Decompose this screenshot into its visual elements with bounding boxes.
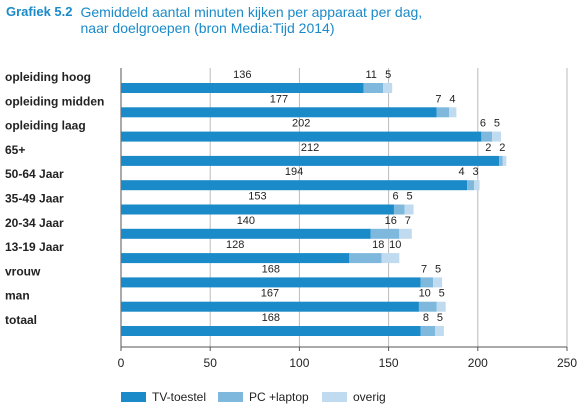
bar-man-series-0	[121, 301, 419, 312]
category-label-opleiding-hoog: opleiding hoog	[5, 70, 91, 84]
category-label-65: 65+	[5, 143, 25, 157]
bar-vrouw-series-2	[433, 277, 443, 288]
data-label-65-tv: 212	[301, 142, 319, 154]
data-label-opleiding-laag-overig: 5	[494, 118, 500, 130]
data-label-50-64-jaar-overig: 3	[473, 166, 479, 178]
data-label-20-34-jaar-tv: 140	[237, 215, 255, 227]
data-label-13-19-jaar-pc: 18	[372, 239, 384, 251]
bar-opleiding-midden-series-2	[449, 107, 457, 118]
legend-label-0: TV-toestel	[152, 390, 206, 404]
category-label-totaal: totaal	[5, 313, 37, 327]
data-label-65-pc: 2	[485, 142, 491, 154]
x-tick-label-0: 0	[118, 356, 125, 370]
data-label-opleiding-midden-overig: 4	[449, 93, 455, 105]
category-label-vrouw: vrouw	[5, 264, 41, 278]
data-label-opleiding-hoog-overig: 5	[385, 69, 391, 81]
data-label-opleiding-laag-tv: 202	[292, 118, 310, 130]
bar-13-19-jaar-series-1	[349, 253, 382, 264]
legend-swatch-0	[121, 392, 146, 402]
bar-35-49-jaar-series-1	[393, 204, 405, 215]
data-label-35-49-jaar-tv: 153	[248, 191, 266, 203]
bar-vrouw-series-0	[121, 277, 421, 288]
legend-label-2: overig	[353, 390, 386, 404]
category-label-35-49-jaar: 35-49 Jaar	[5, 192, 64, 206]
bar-opleiding-hoog-series-1	[363, 83, 384, 93]
data-label-65-overig: 2	[499, 142, 505, 154]
category-label-opleiding-midden: opleiding midden	[5, 94, 104, 108]
data-label-20-34-jaar-pc: 16	[385, 215, 397, 227]
category-label-20-34-jaar: 20-34 Jaar	[5, 216, 64, 230]
bar-opleiding-midden-series-1	[436, 107, 450, 118]
x-tick-label-250: 250	[557, 356, 577, 370]
data-label-20-34-jaar-overig: 7	[405, 215, 411, 227]
bar-man-series-1	[418, 301, 437, 312]
data-label-vrouw-pc: 7	[421, 263, 427, 275]
data-label-13-19-jaar-overig: 10	[389, 239, 401, 251]
bar-65-series-1	[499, 155, 503, 166]
bar-20-34-jaar-series-0	[121, 228, 371, 239]
x-tick-label-100: 100	[289, 356, 309, 370]
bar-50-64-jaar-series-0	[121, 180, 468, 191]
bar-65-series-0	[121, 155, 500, 166]
bar-vrouw-series-1	[420, 277, 434, 288]
chart-title-line-1: Gemiddeld aantal minuten kijken per appa…	[80, 4, 423, 20]
bar-opleiding-laag-series-1	[481, 131, 493, 142]
bar-opleiding-laag-series-0	[121, 131, 482, 142]
bar-totaal-series-1	[420, 326, 435, 336]
data-label-totaal-pc: 8	[423, 312, 429, 324]
data-label-opleiding-midden-tv: 177	[270, 93, 288, 105]
bar-65-series-2	[502, 155, 507, 166]
chart-header: Grafiek 5.2 Gemiddeld aantal minuten kij…	[6, 4, 581, 36]
legend-swatch-1	[218, 392, 243, 402]
legend-swatch-2	[322, 392, 347, 402]
category-label-opleiding-laag: opleiding laag	[5, 119, 86, 133]
bar-opleiding-hoog-series-0	[121, 83, 364, 93]
category-label-13-19-jaar: 13-19 Jaar	[5, 240, 64, 254]
chart-title-line-2: naar doelgroepen (bron Media:Tijd 2014)	[80, 20, 335, 36]
legend-label-1: PC +laptop	[249, 390, 309, 404]
data-label-opleiding-hoog-pc: 11	[365, 69, 376, 81]
data-label-totaal-tv: 168	[262, 312, 280, 324]
bar-totaal-series-0	[121, 326, 421, 336]
bar-13-19-jaar-series-2	[381, 253, 400, 264]
bar-35-49-jaar-series-0	[121, 204, 394, 215]
x-tick-label-50: 50	[204, 356, 218, 370]
data-label-35-49-jaar-overig: 5	[407, 191, 413, 203]
category-label-50-64-jaar: 50-64 Jaar	[5, 167, 64, 181]
figure-label: Grafiek 5.2	[6, 4, 73, 19]
data-label-vrouw-overig: 5	[435, 263, 441, 275]
data-label-totaal-overig: 5	[437, 312, 443, 324]
data-label-man-tv: 167	[261, 288, 279, 300]
bar-13-19-jaar-series-0	[121, 253, 350, 264]
chart-title: Gemiddeld aantal minuten kijken per appa…	[81, 4, 423, 36]
bar-50-64-jaar-series-2	[474, 180, 480, 191]
bar-opleiding-hoog-series-2	[383, 83, 393, 93]
bar-opleiding-laag-series-2	[492, 131, 501, 142]
data-label-opleiding-hoog-tv: 136	[233, 69, 251, 81]
data-label-man-pc: 10	[419, 288, 431, 300]
category-label-man: man	[5, 289, 30, 303]
data-label-vrouw-tv: 168	[262, 263, 280, 275]
x-tick-label-150: 150	[379, 356, 399, 370]
bar-20-34-jaar-series-1	[370, 228, 400, 239]
data-label-35-49-jaar-pc: 6	[393, 191, 399, 203]
bar-totaal-series-2	[434, 326, 444, 336]
data-label-opleiding-midden-pc: 7	[435, 93, 441, 105]
data-label-opleiding-laag-pc: 6	[480, 118, 486, 130]
data-label-50-64-jaar-tv: 194	[285, 166, 303, 178]
data-label-50-64-jaar-pc: 4	[459, 166, 465, 178]
bar-50-64-jaar-series-1	[467, 180, 475, 191]
bar-35-49-jaar-series-2	[404, 204, 414, 215]
bar-man-series-2	[436, 301, 446, 312]
bar-20-34-jaar-series-2	[399, 228, 412, 239]
data-label-man-overig: 5	[439, 288, 445, 300]
x-tick-label-200: 200	[468, 356, 488, 370]
bar-opleiding-midden-series-0	[121, 107, 437, 118]
data-label-13-19-jaar-tv: 128	[226, 239, 244, 251]
